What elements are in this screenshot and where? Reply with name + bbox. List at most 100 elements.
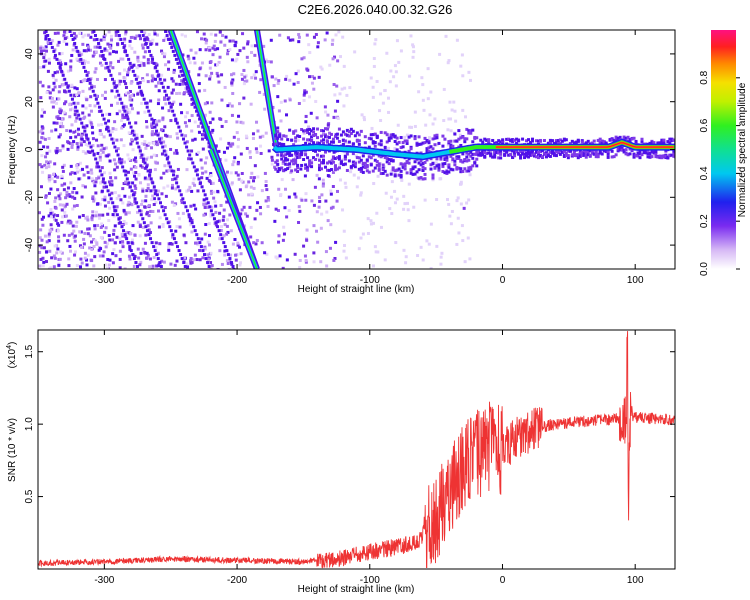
heatmap-cell [222,241,226,245]
heatmap-cell [88,78,92,82]
heatmap-cell [156,189,160,193]
heatmap-cell [292,143,296,147]
heatmap-cell [660,139,664,143]
heatmap-cell [170,200,174,204]
heatmap-cell [93,70,97,74]
heatmap-cell [471,152,475,156]
heatmap-cell [73,250,77,254]
heatmap-cell [53,31,57,35]
heatmap-cell [395,39,399,43]
heatmap-cell [162,38,166,42]
heatmap-cell [152,188,156,192]
heatmap-cell [249,235,253,239]
heatmap-cell [402,207,406,211]
heatmap-cell [449,143,453,147]
heatmap-cell [431,147,435,151]
heatmap-cell [344,141,348,145]
heatmap-cell [183,256,187,260]
heatmap-cell [109,61,113,65]
heatmap-cell [576,153,580,157]
heatmap-cell [78,59,82,63]
heatmap-cell [113,224,117,228]
heatmap-cell [174,57,178,61]
heatmap-cell [416,253,420,257]
heatmap-cell [144,101,148,105]
heatmap-cell [99,148,103,152]
heatmap-cell [175,225,179,229]
heatmap-cell [176,245,180,249]
heatmap-cell [79,257,83,261]
heatmap-cell [457,129,461,133]
heatmap-cell [83,125,87,129]
heatmap-cell [39,228,43,232]
heatmap-cell [465,201,469,205]
heatmap-cell [226,230,230,234]
heatmap-cell [191,101,195,105]
heatmap-cell [90,218,94,222]
heatmap-cell [57,263,61,267]
heatmap-cell [88,150,92,154]
heatmap-cell [97,109,101,113]
heatmap-cell [369,133,373,137]
heatmap-cell [481,150,485,154]
heatmap-cell [349,165,353,169]
heatmap-cell [57,194,61,198]
heatmap-cell [444,34,448,38]
heatmap-cell [146,45,150,49]
heatmap-cell [277,79,281,83]
heatmap-cell [217,149,221,153]
heatmap-cell [203,247,207,251]
heatmap-cell [519,154,523,158]
heatmap-cell [117,37,121,41]
heatmap-cell [162,97,166,101]
heatmap-cell [123,233,127,237]
heatmap-cell [145,105,149,109]
heatmap-cell [153,125,157,129]
heatmap-cell [409,168,413,172]
heatmap-cell [353,134,357,138]
heatmap-cell [610,155,614,159]
heatmap-cell [190,129,194,133]
heatmap-cell [101,197,105,201]
heatmap-cell [298,265,302,269]
heatmap-cell [373,144,377,148]
heatmap-cell [310,139,314,143]
heatmap-cell [43,137,47,141]
heatmap-cell [312,130,316,134]
heatmap-cell [401,163,405,167]
heatmap-cell [648,155,652,159]
heatmap-cell [98,158,102,162]
heatmap-cell [124,32,128,36]
heatmap-cell [329,140,333,144]
heatmap-cell [160,152,164,156]
heatmap-cell [103,181,107,185]
heatmap-cell [628,138,632,142]
heatmap-cell [533,154,537,158]
heatmap-cell [290,159,294,163]
heatmap-cell [564,153,568,157]
heatmap-cell [318,141,322,145]
heatmap-cell [235,57,239,61]
heatmap-cell [379,118,383,122]
heatmap-cell [359,167,363,171]
heatmap-cell [445,158,449,162]
heatmap-cell [203,205,207,209]
heatmap-cell [90,240,94,244]
heatmap-cell [308,132,312,136]
heatmap-cell [534,155,538,159]
heatmap-cell [644,151,648,155]
heatmap-cell [173,53,177,57]
heatmap-cell [190,149,194,153]
heatmap-cell [43,163,47,167]
heatmap-cell [262,44,266,48]
heatmap-cell [161,51,165,55]
heatmap-cell [455,38,459,42]
heatmap-cell [96,223,100,227]
heatmap-cell [335,136,339,140]
heatmap-cell [184,241,188,245]
heatmap-cell [171,88,175,92]
heatmap-cell [41,84,45,88]
heatmap-cell [60,174,64,178]
heatmap-cell [121,234,125,238]
heatmap-cell [374,250,378,254]
